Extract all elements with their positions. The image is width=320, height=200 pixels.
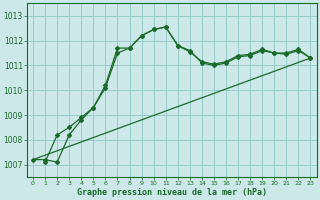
X-axis label: Graphe pression niveau de la mer (hPa): Graphe pression niveau de la mer (hPa) [77, 188, 267, 197]
